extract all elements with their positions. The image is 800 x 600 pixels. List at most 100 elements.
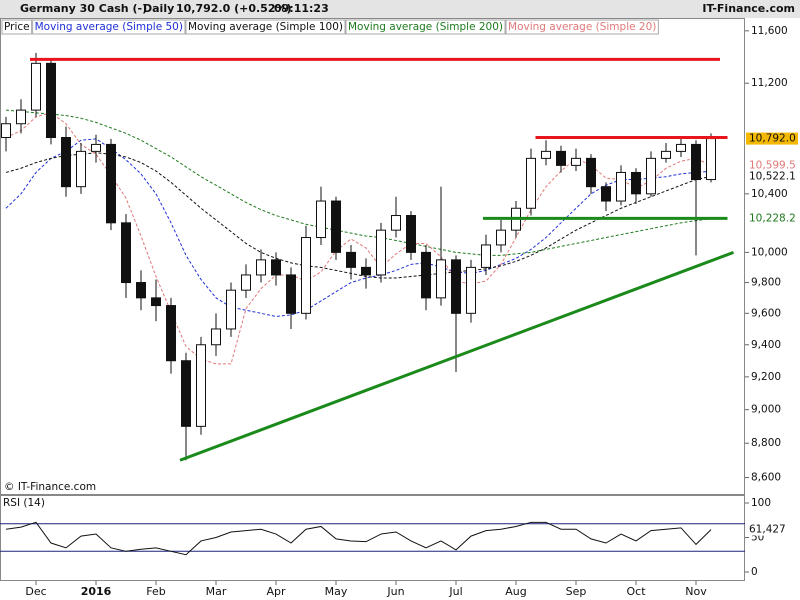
ma-last-label-box (746, 170, 798, 183)
legend-box (1, 19, 33, 35)
ma-last-label: 10,228.2 (749, 213, 796, 225)
x-tick-label: Mar (206, 585, 227, 598)
candle-body (256, 259, 266, 276)
candle-body (61, 136, 71, 188)
candle-body (241, 274, 251, 291)
legend-entry: Moving average (Simple 50) (35, 21, 183, 33)
x-tick-label: Jun (386, 585, 404, 598)
legend-box (32, 19, 186, 35)
y-tick-label: 11,200 (751, 77, 788, 89)
candle-body (436, 259, 446, 299)
candle-body (76, 150, 86, 188)
symbol-title: Germany 30 Cash (-) (20, 2, 147, 15)
legend-entry: Moving average (Simple 200) (348, 21, 503, 33)
candle-body (1, 123, 11, 138)
price-last-label: 10,792.0 (749, 133, 796, 145)
x-tick-label: Apr (266, 585, 286, 598)
candle-body (196, 344, 206, 427)
candle-body (151, 297, 161, 307)
quote: 10,792.0 (+0.52%) (176, 2, 292, 15)
x-tick-label: Oct (626, 585, 646, 598)
x-tick-label: Dec (25, 585, 46, 598)
candle-body (481, 244, 491, 268)
legend-box (185, 19, 346, 35)
candle-body (301, 237, 311, 314)
rsi-label-box (746, 523, 798, 536)
candle-body (406, 215, 416, 253)
time: 09:11:23 (274, 2, 329, 15)
candle-body (541, 150, 551, 159)
candle-body (601, 186, 611, 202)
candle-body (556, 150, 566, 166)
candle-body (526, 157, 536, 209)
candle-body (571, 157, 581, 166)
candle-body (451, 259, 461, 314)
candle-body (586, 157, 596, 188)
candle-body (121, 222, 131, 284)
candle-body (181, 360, 191, 427)
legend-bg (1, 19, 601, 35)
candle-body (361, 266, 371, 276)
y-tick-label: 10,000 (751, 246, 788, 258)
legend-entry: Moving average (Simple 100) (188, 21, 343, 33)
site: IT-Finance.com (702, 2, 795, 15)
price-panel (0, 18, 745, 495)
candle-body (91, 143, 101, 152)
y-tick-label: 9,000 (751, 404, 781, 416)
candle-body (226, 289, 236, 330)
candle-body (661, 150, 671, 159)
candle-body (106, 143, 116, 224)
y-tick-label: 9,200 (751, 371, 781, 383)
x-tick-label: Aug (505, 585, 526, 598)
candle-body (646, 157, 656, 195)
ma-last-label-box (746, 212, 798, 225)
candle-body (331, 200, 341, 253)
header-bar (0, 0, 800, 18)
candle-body (211, 328, 221, 346)
interval: Daily (143, 2, 174, 15)
rsi-panel (0, 495, 745, 581)
ma-last-label-box (746, 159, 798, 172)
rsi-title: RSI (14) (3, 497, 45, 509)
candle-body (631, 171, 641, 195)
rsi-tick-label: 100 (751, 497, 771, 509)
candle-body (676, 143, 686, 152)
moving-average (5, 109, 712, 256)
ma-last-label: 10,599.5 (749, 159, 796, 171)
rsi-value-label: 61,427 (749, 524, 786, 536)
trendline (179, 250, 735, 462)
x-tick-label: May (325, 585, 348, 598)
legend-entry: Price (4, 21, 30, 33)
ma-last-label: 10,522.1 (749, 170, 796, 182)
moving-average (5, 138, 712, 317)
candle-body (316, 200, 326, 239)
candle-body (616, 171, 626, 202)
candle-body (31, 62, 41, 111)
y-tick-label: 9,800 (751, 277, 781, 289)
x-tick-label: 2016 (81, 585, 112, 598)
x-tick-label: Nov (685, 585, 707, 598)
legend-box (345, 19, 506, 35)
y-tick-label: 9,600 (751, 307, 781, 319)
y-tick-label: 8,600 (751, 472, 781, 484)
rsi-line (5, 521, 712, 556)
candle-body (46, 62, 56, 138)
candle-body (166, 305, 176, 362)
candle-body (286, 274, 296, 314)
rsi-tick-label: 0 (751, 566, 758, 578)
candle-body (376, 229, 386, 276)
candle-body (706, 138, 716, 181)
candle-body (466, 266, 476, 314)
candle-body (496, 229, 506, 246)
watermark: © IT-Finance.com (4, 481, 96, 493)
moving-average (5, 152, 712, 279)
x-tick-label: Sep (566, 585, 587, 598)
y-tick-label: 11,600 (751, 25, 788, 37)
legend-entry: Moving average (Simple 20) (508, 21, 656, 33)
y-tick-label: 9,400 (751, 339, 781, 351)
candle-body (16, 109, 26, 125)
candle-body (421, 251, 431, 299)
x-tick-label: Feb (146, 585, 165, 598)
x-tick-label: Jul (448, 585, 462, 598)
